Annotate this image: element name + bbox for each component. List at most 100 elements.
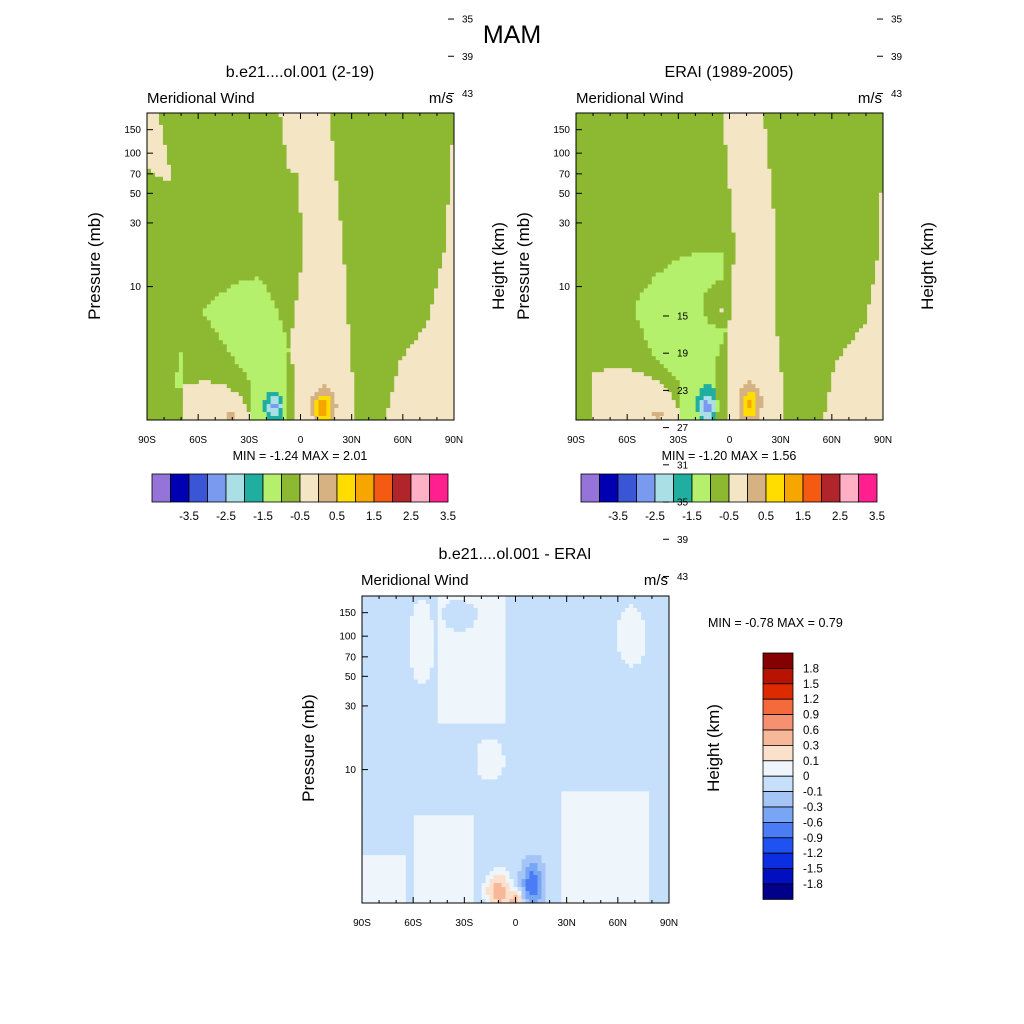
colorbar-swatch <box>691 473 711 503</box>
colorbar-label: -0.6 <box>803 817 823 829</box>
colorbar-swatch <box>762 852 794 870</box>
colorbar-label: -2.5 <box>216 511 236 523</box>
min-max-stats: MIN = -0.78 MAX = 0.79 <box>708 616 843 630</box>
x-tick-label: 90S <box>353 918 371 929</box>
colorbar-swatch <box>355 473 375 503</box>
panel-units-label: m/s <box>429 90 453 107</box>
y-tick-label: 30 <box>130 218 142 229</box>
colorbar-label: -0.9 <box>803 833 823 845</box>
colorbar-swatch <box>281 473 301 503</box>
colorbar-swatch <box>654 473 674 503</box>
y-tick-label: 100 <box>124 149 141 160</box>
colorbar-swatch <box>225 473 245 503</box>
y-tick-label: 30 <box>559 218 571 229</box>
colorbar-swatch <box>762 806 794 823</box>
colorbar-swatch <box>762 775 794 793</box>
colorbar-label: -0.3 <box>803 802 823 814</box>
colorbar-swatch <box>580 473 600 503</box>
y-tick-label: 10 <box>559 282 571 293</box>
panel-title: ERAI (1989-2005) <box>665 64 794 81</box>
y2-tick-label: 39 <box>677 535 689 546</box>
colorbar-swatch <box>762 652 794 669</box>
colorbar-label: -1.8 <box>803 879 823 891</box>
colorbar-swatch <box>151 473 171 503</box>
colorbar-label: 1.5 <box>803 679 819 691</box>
min-max-stats: MIN = -1.20 MAX = 1.56 <box>662 449 797 463</box>
colorbar-label: -0.5 <box>719 511 739 523</box>
colorbar-swatch <box>747 473 767 503</box>
y-axis-title: Pressure (mb) <box>514 212 533 320</box>
x-tick-label: 90N <box>660 918 678 929</box>
x-tick-label: 30N <box>771 435 789 446</box>
y2-axis-title: Height (km) <box>704 704 723 792</box>
x-tick-label: 30N <box>342 435 360 446</box>
colorbar-swatch <box>318 473 338 503</box>
colorbar-label: -1.5 <box>803 864 823 876</box>
colorbar-swatch <box>599 473 619 503</box>
colorbar-label: 0 <box>803 771 809 783</box>
panel-title: b.e21....ol.001 - ERAI <box>439 546 592 563</box>
y2-tick-label: 39 <box>462 52 474 63</box>
colorbar-swatch <box>762 868 794 885</box>
colorbar-swatch <box>784 473 804 503</box>
colorbar-label: 1.8 <box>803 663 819 675</box>
y2-tick-label: 27 <box>677 423 689 434</box>
x-tick-label: 60S <box>404 918 422 929</box>
y-tick-label: 150 <box>339 608 356 619</box>
colorbar-swatch <box>299 473 319 503</box>
x-tick-label: 60N <box>823 435 841 446</box>
x-tick-label: 30S <box>240 435 258 446</box>
colorbar-label: 2.5 <box>403 511 419 523</box>
colorbar-swatch <box>207 473 227 503</box>
y2-tick-label: 23 <box>677 386 689 397</box>
panel-variable-label: Meridional Wind <box>576 90 684 107</box>
y-tick-label: 70 <box>559 169 571 180</box>
panel-variable-label: Meridional Wind <box>361 572 469 589</box>
plot-area: 90S60S30S030N60N90N103050701001504339353… <box>124 15 474 446</box>
colorbar: -3.5 -2.5 -1.5 -0.5 0.5 1.5 2.5 3.5 <box>151 473 456 523</box>
y-tick-label: 100 <box>339 632 356 643</box>
colorbar-label: 0.9 <box>803 710 819 722</box>
colorbar-swatch <box>762 714 794 731</box>
y-tick-label: 150 <box>124 125 141 136</box>
y-tick-label: 50 <box>130 189 142 200</box>
colorbar-label: 1.5 <box>795 511 811 523</box>
colorbar-label: 2.5 <box>832 511 848 523</box>
x-tick-label: 60S <box>618 435 636 446</box>
y2-tick-label: 43 <box>462 89 474 100</box>
colorbar-swatch <box>762 745 794 762</box>
colorbar-swatch <box>762 668 794 685</box>
contour-field <box>576 113 883 420</box>
colorbar-swatch <box>373 473 393 503</box>
panel-units-label: m/s <box>858 90 882 107</box>
y-tick-label: 150 <box>553 125 570 136</box>
panel-erai: ERAI (1989-2005) Meridional Wind m/s 90S… <box>514 15 937 523</box>
colorbar-swatch <box>839 473 859 503</box>
colorbar-swatch <box>617 473 637 503</box>
y2-tick-label: 35 <box>677 498 689 509</box>
colorbar: 1.8 1.5 1.2 0.9 0.6 0.3 0.1 0 -0.1 -0.3 -0.6 -0.9 -1… <box>762 652 823 900</box>
y-tick-label: 70 <box>345 652 357 663</box>
colorbar-label: 0.6 <box>803 725 819 737</box>
y2-tick-label: 43 <box>677 572 689 583</box>
colorbar: -3.5 -2.5 -1.5 -0.5 0.5 1.5 2.5 3.5 <box>580 473 885 523</box>
colorbar-swatch <box>410 473 430 503</box>
plot-area: 90S60S30S030N60N90N103050701001504339353… <box>553 15 902 446</box>
colorbar-label: 3.5 <box>440 511 456 523</box>
y-tick-label: 10 <box>130 282 142 293</box>
colorbar-label: -1.2 <box>803 848 823 860</box>
colorbar-swatch <box>762 883 794 900</box>
y-axis-title: Pressure (mb) <box>299 694 318 802</box>
x-tick-label: 90S <box>138 435 156 446</box>
contour-field <box>362 596 669 903</box>
x-tick-label: 60N <box>609 918 627 929</box>
colorbar-swatch <box>762 729 794 746</box>
x-tick-label: 30S <box>669 435 687 446</box>
x-tick-label: 90N <box>445 435 463 446</box>
colorbar-swatch <box>762 837 794 854</box>
y-tick-label: 50 <box>345 672 357 683</box>
y2-tick-label: 15 <box>677 311 689 322</box>
colorbar-swatch <box>765 473 785 503</box>
colorbar-swatch <box>710 473 730 503</box>
colorbar-label: -2.5 <box>645 511 665 523</box>
